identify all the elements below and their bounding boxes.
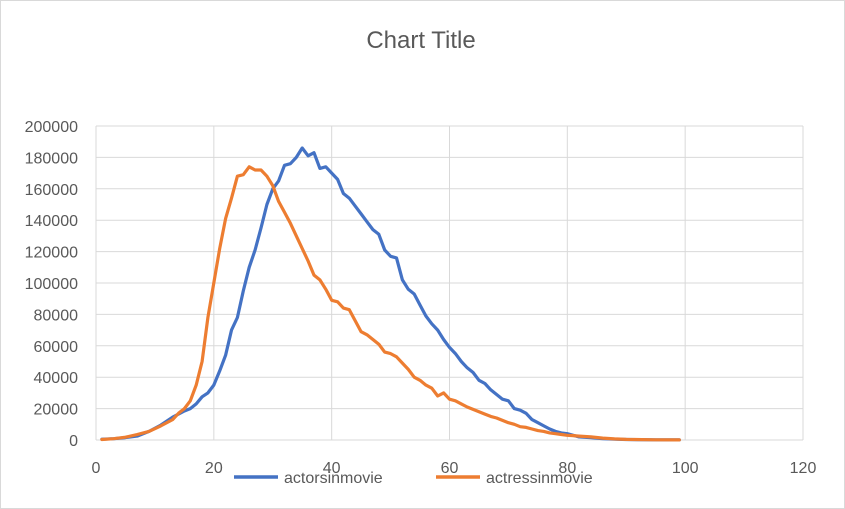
y-tick-label: 140000 bbox=[25, 213, 78, 230]
y-tick-label: 40000 bbox=[34, 370, 79, 387]
legend-label-actorsinmovie: actorsinmovie bbox=[284, 470, 383, 487]
y-axis-tick-labels: 0 20000 40000 60000 80000 100000 120000 140000 1… bbox=[25, 119, 78, 450]
x-tick-label: 20 bbox=[205, 460, 223, 477]
legend-label-actressinmovie: actressinmovie bbox=[486, 470, 593, 487]
series-lines bbox=[100, 146, 681, 442]
y-tick-label: 20000 bbox=[34, 402, 79, 419]
x-tick-label: 40 bbox=[323, 460, 341, 477]
y-tick-label: 200000 bbox=[25, 119, 78, 136]
y-tick-label: 80000 bbox=[34, 307, 79, 324]
series-line-actressinmovie bbox=[100, 165, 681, 442]
y-tick-label: 160000 bbox=[25, 182, 78, 199]
x-tick-label: 80 bbox=[558, 460, 576, 477]
y-tick-label: 180000 bbox=[25, 150, 78, 167]
chart-title: Chart Title bbox=[366, 27, 475, 54]
x-tick-label: 120 bbox=[790, 460, 817, 477]
gridlines bbox=[95, 125, 804, 441]
x-tick-label: 60 bbox=[441, 460, 459, 477]
y-tick-label: 60000 bbox=[34, 339, 79, 356]
legend: actorsinmovie actressinmovie bbox=[234, 470, 593, 487]
y-tick-label: 120000 bbox=[25, 245, 78, 262]
x-axis-tick-labels: 0 20 40 60 80 100 120 bbox=[92, 460, 817, 477]
y-tick-label: 0 bbox=[69, 433, 78, 450]
x-tick-label: 100 bbox=[672, 460, 699, 477]
x-tick-label: 0 bbox=[92, 460, 101, 477]
series-line-actorsinmovie bbox=[100, 146, 681, 442]
y-tick-label: 100000 bbox=[25, 276, 78, 293]
